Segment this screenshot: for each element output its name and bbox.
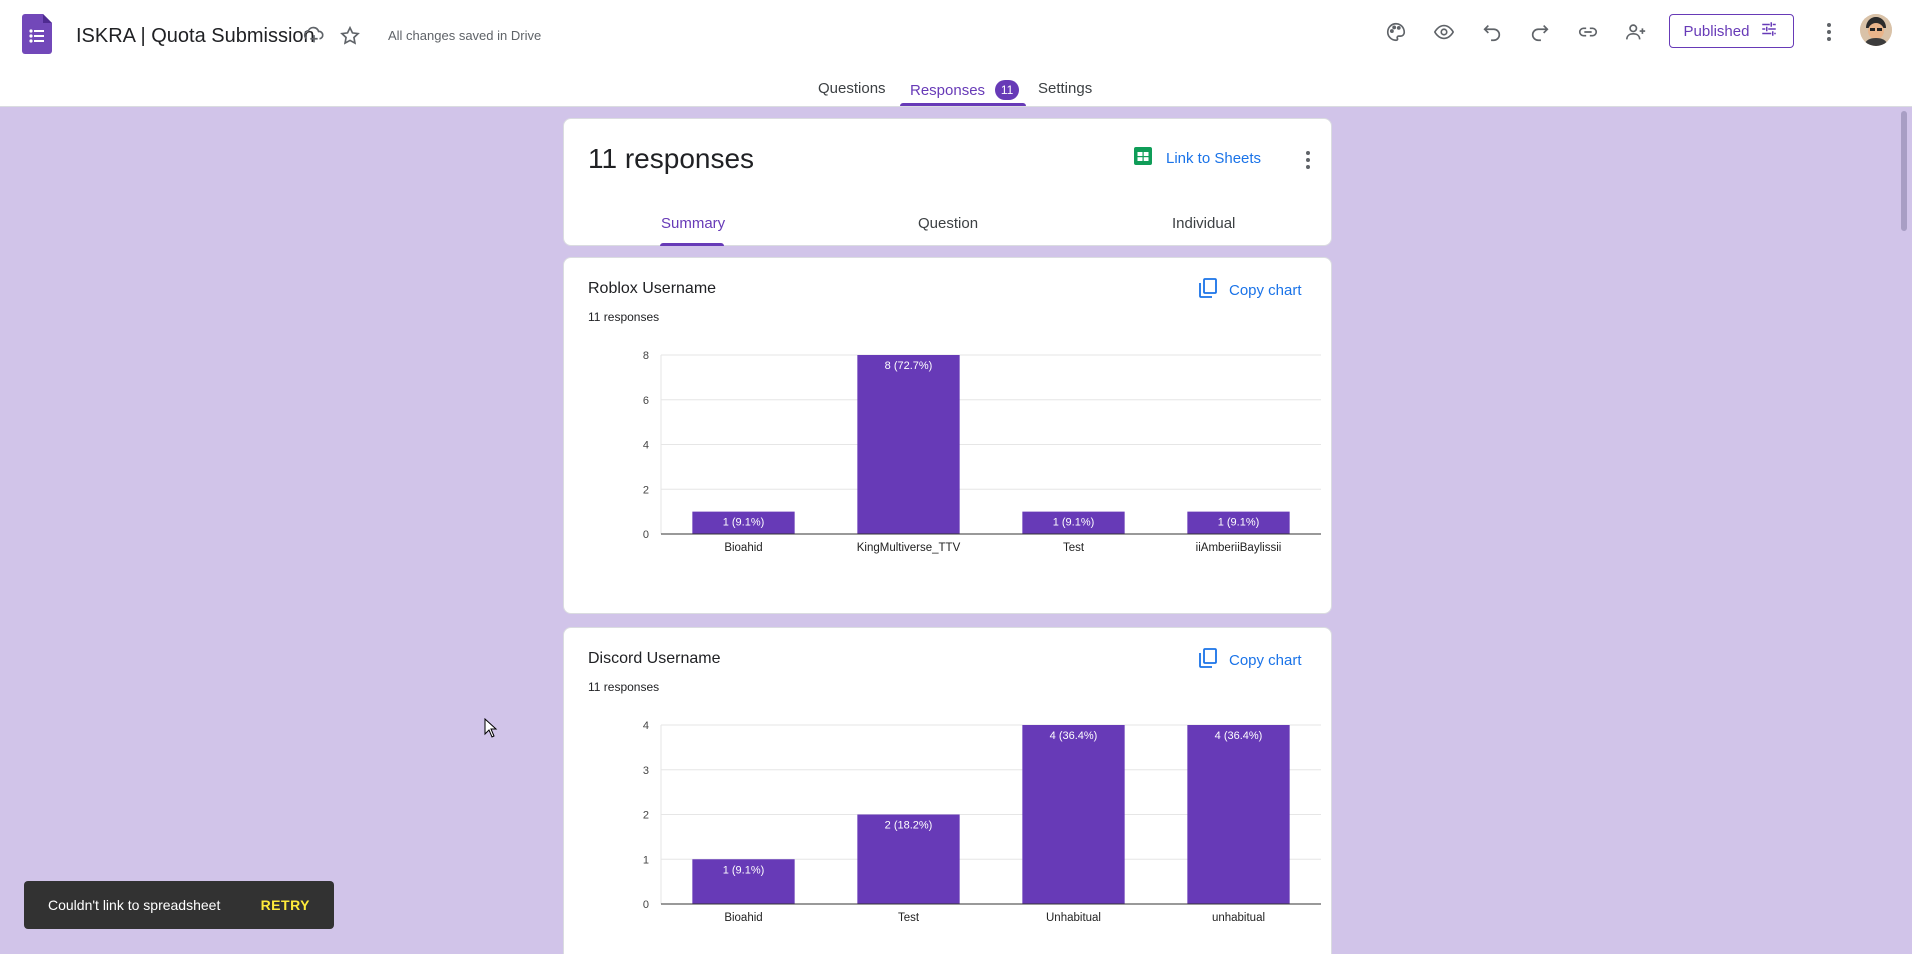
bar <box>857 814 960 904</box>
tab-settings[interactable]: Settings <box>1038 80 1093 97</box>
bar-data-label: 1 (9.1%) <box>1218 517 1260 529</box>
subtab-question[interactable]: Question <box>918 215 979 232</box>
y-tick-label: 4 <box>643 440 649 452</box>
roblox-username-bar-chart: 0 2 4 6 8 1 (9.1%) Bioahid 8 (72.7%) KingMultive… <box>643 350 1321 554</box>
published-label: Published <box>1683 22 1750 40</box>
question-title: Roblox Username <box>588 280 717 297</box>
active-subtab-indicator <box>660 243 724 246</box>
subtab-summary[interactable]: Summary <box>661 215 726 232</box>
bar <box>857 355 960 534</box>
responses-count-badge: 11 <box>995 80 1020 100</box>
question-response-count: 11 responses <box>588 680 660 694</box>
x-category-label: KingMultiverse_TTV <box>857 542 961 554</box>
bar <box>692 859 795 904</box>
mouse-cursor-icon <box>484 717 498 743</box>
copy-chart-label: Copy chart <box>1229 651 1302 669</box>
copy-icon <box>1199 648 1217 672</box>
y-tick-label: 0 <box>643 529 649 541</box>
move-to-folder-icon[interactable] <box>300 22 328 50</box>
question-card-roblox: Roblox Username 11 responses Copy chart … <box>563 257 1332 614</box>
error-snackbar: Couldn't link to spreadsheet RETRY <box>24 881 334 929</box>
published-button[interactable]: Published <box>1669 14 1794 48</box>
sheets-icon <box>1134 147 1152 169</box>
y-tick-label: 2 <box>643 484 649 496</box>
more-vert-icon[interactable] <box>1297 149 1319 171</box>
more-vert-icon[interactable] <box>1815 18 1843 46</box>
y-tick-label: 6 <box>643 395 649 407</box>
y-tick-label: 4 <box>643 720 649 732</box>
x-category-label: unhabitual <box>1212 912 1265 924</box>
app-header: ISKRA | Quota Submission All changes sav… <box>0 0 1912 107</box>
star-icon[interactable] <box>336 22 364 50</box>
bar-data-label: 4 (36.4%) <box>1215 730 1263 742</box>
bar-data-label: 4 (36.4%) <box>1050 730 1098 742</box>
tune-icon <box>1759 20 1779 42</box>
snackbar-message: Couldn't link to spreadsheet <box>48 897 221 913</box>
y-tick-label: 1 <box>643 854 649 866</box>
x-category-label: iiAmberiiBaylissii <box>1196 542 1282 554</box>
bar <box>1022 511 1125 534</box>
question-card-discord: Discord Username 11 responses Copy chart… <box>563 627 1332 954</box>
x-category-label: Bioahid <box>724 542 762 554</box>
copy-icon <box>1199 278 1217 302</box>
link-to-sheets-label: Link to Sheets <box>1166 149 1262 167</box>
x-category-label: Unhabitual <box>1046 912 1101 924</box>
x-category-label: Test <box>898 912 920 924</box>
palette-icon[interactable] <box>1382 18 1410 46</box>
bar-data-label: 1 (9.1%) <box>723 517 765 529</box>
bar-data-label: 1 (9.1%) <box>723 864 765 876</box>
redo-icon[interactable] <box>1526 18 1554 46</box>
scrollbar[interactable] <box>1901 111 1907 231</box>
discord-username-bar-chart: 0 1 2 3 4 1 (9.1%) Bioahid 2 (18.2%) Test 4 (36.4… <box>643 720 1321 924</box>
tab-responses[interactable]: Responses 11 <box>910 80 1020 100</box>
save-status: All changes saved in Drive <box>388 28 542 43</box>
form-title[interactable]: ISKRA | Quota Submission <box>76 25 315 47</box>
question-response-count: 11 responses <box>588 310 660 324</box>
copy-chart-button[interactable]: Copy chart <box>1199 648 1302 672</box>
bar-data-label: 1 (9.1%) <box>1053 517 1095 529</box>
x-category-label: Bioahid <box>724 912 762 924</box>
undo-icon[interactable] <box>1478 18 1506 46</box>
link-icon[interactable] <box>1574 18 1602 46</box>
responses-count-heading: 11 responses <box>588 143 755 174</box>
active-tab-indicator <box>900 103 1026 106</box>
y-tick-label: 8 <box>643 350 649 362</box>
preview-eye-icon[interactable] <box>1430 18 1458 46</box>
retry-button[interactable]: RETRY <box>260 897 310 913</box>
responses-summary-card: 11 responses Link to Sheets Summary Ques… <box>563 118 1332 246</box>
tab-questions[interactable]: Questions <box>818 80 886 97</box>
bar-data-label: 2 (18.2%) <box>885 820 933 832</box>
bar-data-label: 8 (72.7%) <box>885 360 933 372</box>
bar <box>1022 725 1125 904</box>
bar <box>1187 511 1290 534</box>
x-category-label: Test <box>1063 542 1085 554</box>
avatar[interactable] <box>1860 14 1892 46</box>
question-title: Discord Username <box>588 650 721 667</box>
forms-logo-icon[interactable] <box>22 14 52 54</box>
bar <box>692 511 795 534</box>
bar <box>1187 725 1290 904</box>
form-tabs: Questions Responses 11 Settings <box>0 72 1912 106</box>
subtab-individual[interactable]: Individual <box>1172 215 1236 232</box>
copy-chart-button[interactable]: Copy chart <box>1199 278 1302 302</box>
add-collaborator-icon[interactable] <box>1622 18 1650 46</box>
copy-chart-label: Copy chart <box>1229 281 1302 299</box>
y-tick-label: 3 <box>643 765 649 777</box>
y-tick-label: 0 <box>643 899 649 911</box>
responses-content[interactable]: 11 responses Link to Sheets Summary Ques… <box>0 107 1912 954</box>
link-to-sheets-button[interactable]: Link to Sheets <box>1134 147 1261 169</box>
tab-responses-label: Responses <box>910 82 986 99</box>
y-tick-label: 2 <box>643 810 649 822</box>
